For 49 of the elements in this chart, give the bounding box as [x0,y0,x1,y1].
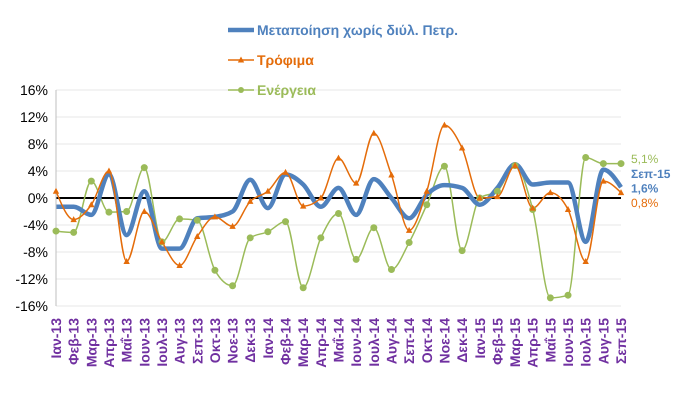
annotation: 0,8% [631,196,659,210]
x-tick-label: Μαΐ-14 [330,318,346,362]
x-tick-label: Μαΐ-15 [542,318,558,362]
y-tick-label: -16% [15,298,48,314]
annotation: Σεπ-15 [631,167,671,182]
x-tick-label: Απρ-13 [100,318,117,368]
y-tick-label: 12% [20,108,48,125]
y-tick-label: 16% [20,82,48,98]
x-tick-label: Δεκ-14 [454,318,470,363]
x-tick-label: Αυγ-14 [383,318,400,364]
x-tick-label: Σεπ-13 [189,318,206,364]
x-tick-label: Φεβ-15 [489,318,506,365]
x-tick-label: Απρ-15 [524,318,541,368]
x-tick-label: Μαΐ-13 [118,318,135,362]
annotation: 5,1% [631,152,659,166]
x-tick-label: Ιουλ-14 [366,318,382,367]
x-tick-label: Φεβ-14 [278,318,294,365]
x-tick-label: Νοε-14 [436,318,452,364]
x-tick-label: Μαρ-15 [507,318,524,368]
x-tick-label: Ιαν-13 [48,318,64,359]
x-tick-label: Δεκ-13 [242,318,258,363]
x-tick-label: Ιαν-15 [472,318,488,359]
legend-label: Ενέργεια [257,82,316,98]
legend-label: Μεταποίηση χωρίς διύλ. Πετρ. [257,22,458,38]
x-tick-label: Οκτ-13 [206,318,223,364]
x-tick-label: Ιουν-14 [348,318,364,367]
x-tick-label: Απρ-14 [312,318,329,368]
y-tick-label: -4% [23,216,48,233]
x-tick-label: Ιουν-15 [560,318,576,367]
x-tick-label: Αυγ-15 [595,318,612,364]
x-tick-label: Ιουλ-13 [154,318,170,367]
x-tick-label: Ιουν-13 [136,318,152,367]
x-tick-label: Μαρ-13 [83,318,100,368]
x-tick-label: Σεπ-15 [613,318,629,364]
x-tick-label: Νοε-13 [224,318,241,364]
x-tick-label: Οκτ-14 [418,318,435,364]
x-tick-label: Σεπ-14 [401,318,418,364]
legend-label: Τρόφιμα [257,52,314,68]
y-tick-label: -8% [23,244,48,260]
x-tick-label: Μαρ-14 [295,318,312,368]
y-tick-label: 0% [28,190,48,206]
x-tick-label: Φεβ-13 [66,318,82,365]
y-tick-label: -12% [15,270,48,287]
x-tick-label: Ιουλ-15 [578,318,594,367]
x-tick-label: Ιαν-14 [260,318,276,359]
annotation: 1,6% [631,182,659,196]
x-tick-label: Αυγ-13 [172,318,188,364]
y-tick-label: 8% [28,136,48,152]
y-tick-label: 4% [28,162,48,179]
